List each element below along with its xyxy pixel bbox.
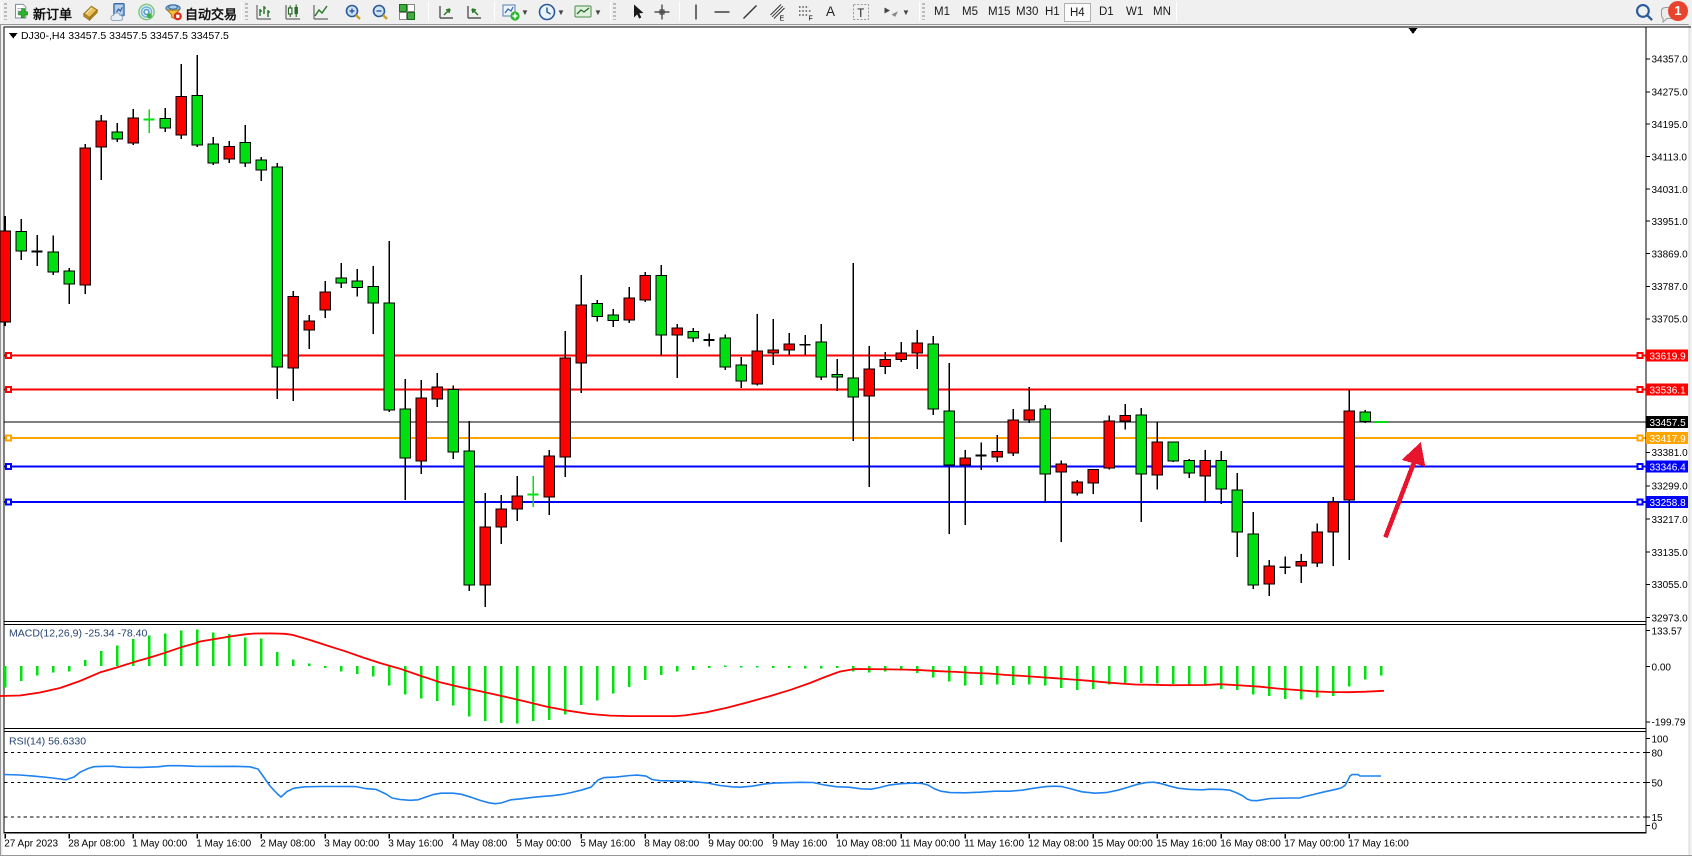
svg-text:0.00: 0.00 <box>1652 662 1672 673</box>
svg-text:33536.1: 33536.1 <box>1650 386 1687 397</box>
svg-text:33299.0: 33299.0 <box>1652 482 1689 493</box>
svg-text:5 May 00:00: 5 May 00:00 <box>516 839 571 850</box>
svg-text:RSI(14) 56.6330: RSI(14) 56.6330 <box>9 736 86 748</box>
svg-text:34195.0: 34195.0 <box>1652 120 1689 131</box>
svg-text:1 May 16:00: 1 May 16:00 <box>196 839 251 850</box>
svg-text:11 May 16:00: 11 May 16:00 <box>964 839 1024 850</box>
svg-text:33457.5: 33457.5 <box>1650 418 1687 429</box>
svg-text:33705.0: 33705.0 <box>1652 315 1689 326</box>
svg-text:33346.4: 33346.4 <box>1650 463 1687 474</box>
svg-text:15 May 00:00: 15 May 00:00 <box>1092 839 1153 850</box>
svg-text:33951.0: 33951.0 <box>1652 217 1689 228</box>
svg-text:F: F <box>809 16 813 23</box>
svg-text:8 May 08:00: 8 May 08:00 <box>644 839 699 850</box>
svg-text:80: 80 <box>1652 748 1664 759</box>
svg-text:33055.0: 33055.0 <box>1652 580 1689 591</box>
svg-text:9 May 00:00: 9 May 00:00 <box>708 839 763 850</box>
svg-text:12 May 08:00: 12 May 08:00 <box>1028 839 1089 850</box>
svg-text:11 May 00:00: 11 May 00:00 <box>900 839 960 850</box>
svg-text:34275.0: 34275.0 <box>1652 88 1689 99</box>
svg-text:3 May 00:00: 3 May 00:00 <box>324 839 379 850</box>
svg-text:1 May 00:00: 1 May 00:00 <box>132 839 187 850</box>
svg-text:DJ30-,H4 33457.5 33457.5 3345: DJ30-,H4 33457.5 33457.5 33457.5 33457.5 <box>21 30 229 42</box>
svg-text:34357.0: 34357.0 <box>1652 55 1689 66</box>
svg-text:27 Apr 2023: 27 Apr 2023 <box>4 839 58 850</box>
svg-text:100: 100 <box>1652 735 1669 746</box>
svg-text:34113.0: 34113.0 <box>1652 152 1688 163</box>
svg-text:15: 15 <box>1652 813 1664 824</box>
svg-text:32973.0: 32973.0 <box>1652 613 1689 624</box>
svg-text:2 May 08:00: 2 May 08:00 <box>260 839 315 850</box>
svg-text:10 May 08:00: 10 May 08:00 <box>836 839 897 850</box>
svg-text:T: T <box>857 8 864 20</box>
svg-text:15 May 16:00: 15 May 16:00 <box>1156 839 1217 850</box>
svg-text:-199.79: -199.79 <box>1652 718 1686 729</box>
svg-text:9 May 16:00: 9 May 16:00 <box>772 839 827 850</box>
svg-text:3 May 16:00: 3 May 16:00 <box>388 839 443 850</box>
svg-text:17 May 00:00: 17 May 00:00 <box>1284 839 1345 850</box>
svg-text:34031.0: 34031.0 <box>1652 185 1689 196</box>
svg-text:E: E <box>780 16 785 23</box>
svg-text:MACD(12,26,9) -25.34 -78.40: MACD(12,26,9) -25.34 -78.40 <box>9 628 147 640</box>
svg-text:28 Apr 08:00: 28 Apr 08:00 <box>68 839 125 850</box>
svg-text:33787.0: 33787.0 <box>1652 282 1689 293</box>
svg-text:0: 0 <box>1652 822 1658 833</box>
svg-text:33619.9: 33619.9 <box>1650 351 1687 362</box>
svg-text:33869.0: 33869.0 <box>1652 250 1689 261</box>
svg-text:16 May 08:00: 16 May 08:00 <box>1220 839 1281 850</box>
svg-text:33217.0: 33217.0 <box>1652 515 1689 526</box>
svg-text:33417.9: 33417.9 <box>1650 434 1687 445</box>
svg-text:17 May 16:00: 17 May 16:00 <box>1348 839 1409 850</box>
svg-text:33135.0: 33135.0 <box>1652 548 1689 559</box>
svg-text:33258.8: 33258.8 <box>1650 498 1687 509</box>
svg-text:4 May 08:00: 4 May 08:00 <box>452 839 507 850</box>
svg-text:133.57: 133.57 <box>1652 627 1683 638</box>
svg-text:5 May 16:00: 5 May 16:00 <box>580 839 635 850</box>
svg-text:33381.0: 33381.0 <box>1652 448 1689 459</box>
svg-text:50: 50 <box>1652 778 1664 789</box>
